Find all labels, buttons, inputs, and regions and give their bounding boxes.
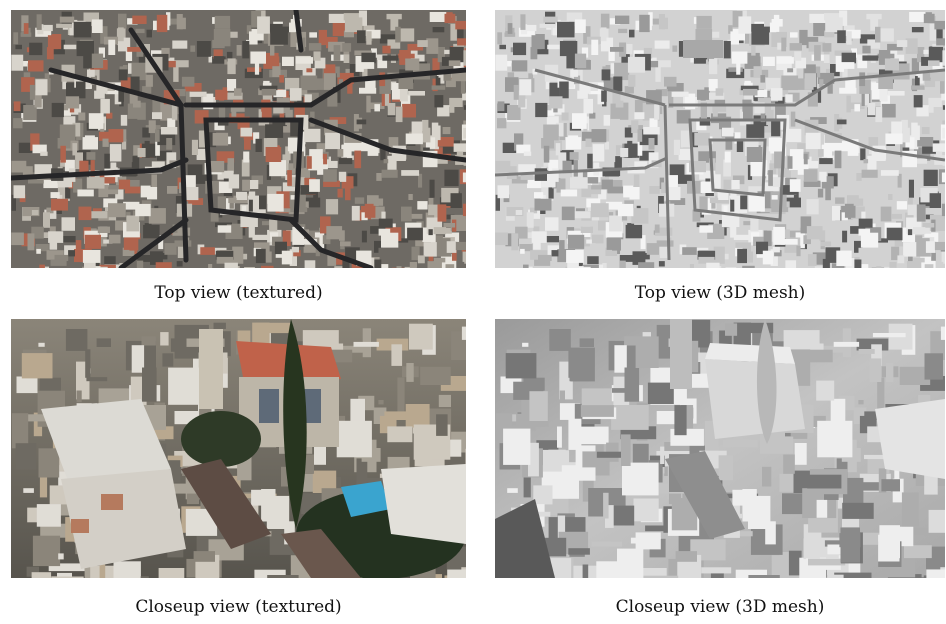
mesh-dark-wall	[495, 499, 555, 578]
mesh-blocks	[495, 10, 945, 268]
closeup-view-textured-image	[11, 319, 466, 578]
mesh-tiled-roof	[665, 451, 745, 539]
tiled-roof	[181, 459, 271, 549]
caption-closeup-view-textured: Closeup view (textured)	[135, 597, 342, 617]
pool	[341, 481, 391, 517]
closeup-view-mesh-image	[495, 319, 945, 578]
top-view-textured-image	[11, 10, 466, 268]
top-view-mesh-image	[495, 10, 945, 268]
mesh-cypress	[756, 319, 777, 444]
caption-top-view-mesh: Top view (3D mesh)	[634, 283, 806, 303]
mesh-tower	[670, 319, 692, 389]
mesh-street-lines	[495, 68, 945, 261]
caption-top-view-textured: Top view (textured)	[154, 283, 323, 303]
street-lines	[11, 10, 466, 268]
caption-closeup-view-mesh: Closeup view (3D mesh)	[615, 597, 825, 617]
bell-tower	[199, 329, 223, 409]
mesh-roof-feature	[683, 40, 723, 58]
cypress-tree	[283, 319, 307, 529]
mesh-church	[705, 359, 805, 439]
